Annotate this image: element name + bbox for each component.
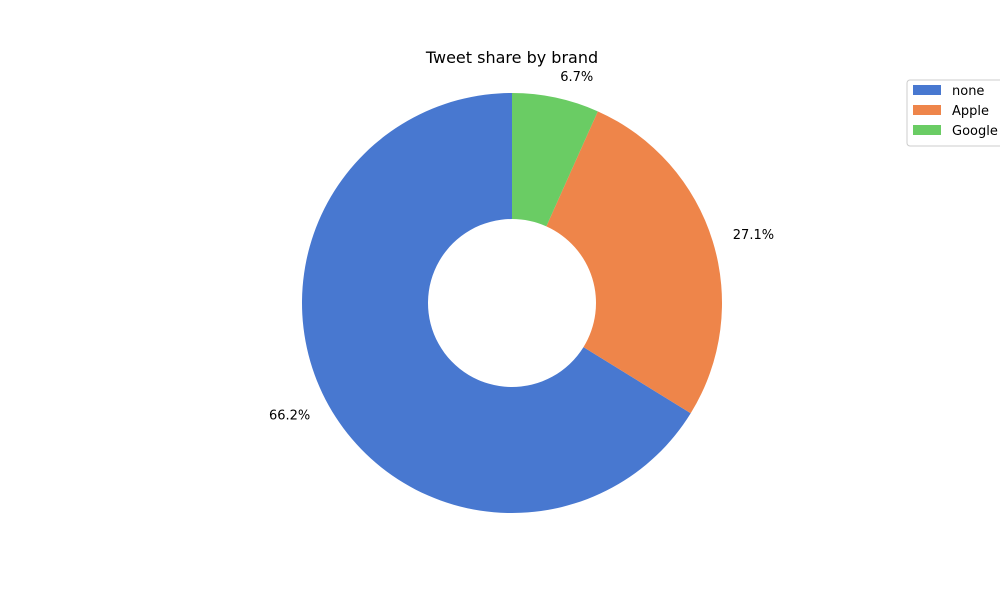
legend-label-none: none (952, 84, 984, 99)
legend-swatch-google (913, 125, 941, 135)
percent-label-none: 66.2% (269, 409, 310, 424)
legend-swatch-none (913, 85, 941, 95)
legend-label-google: Google (952, 124, 998, 139)
slices-group (302, 93, 723, 514)
legend: none Apple Google (906, 79, 1000, 147)
legend-label-apple: Apple (952, 104, 989, 119)
slice-google (512, 93, 598, 227)
legend-items: none Apple Google (913, 84, 998, 139)
legend-swatch-apple (913, 105, 941, 115)
chart-title: Tweet share by brand (425, 48, 598, 67)
slice-none (302, 93, 691, 514)
percent-label-google: 6.7% (560, 70, 593, 85)
percent-label-apple: 27.1% (733, 228, 774, 243)
slice-apple (546, 111, 723, 414)
percent-labels-group: 66.2% 27.1% 6.7% (269, 70, 774, 423)
